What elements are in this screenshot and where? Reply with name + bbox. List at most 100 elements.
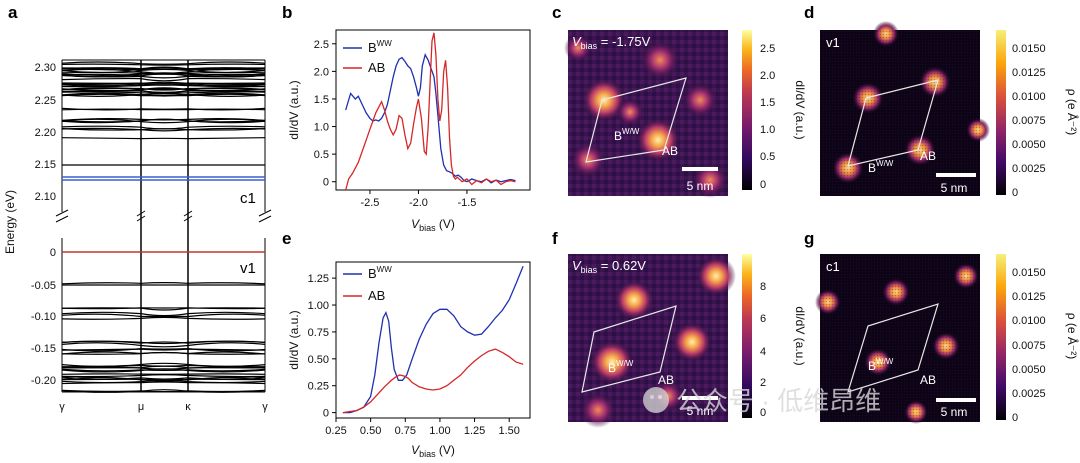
xtick-gamma-end: γ	[262, 401, 268, 413]
band-line	[61, 282, 266, 285]
cbar-tick: 1.0	[760, 124, 775, 136]
ytick: -0.10	[31, 311, 56, 323]
legend-label-bww: BWW	[368, 39, 392, 55]
panel-a-band-c1	[62, 176, 265, 181]
band-line	[61, 118, 266, 124]
cbar-tick: 0.0125	[1012, 67, 1046, 79]
panel-b-ticks: -2.5 -2.0 -1.5 0 0.5 1.0 1.5 2.0 2.5	[314, 39, 477, 209]
xtick-label: 1.50	[499, 425, 520, 437]
ytick-label: 2.0	[314, 66, 329, 78]
xtick-gamma: γ	[59, 401, 65, 413]
band-line	[61, 63, 266, 66]
panel-a-bands-upper	[61, 61, 266, 166]
panel-label-c: c	[552, 3, 561, 22]
panel-b-plot	[345, 32, 516, 190]
panel-d-blobs	[820, 21, 990, 196]
panel-b-xlabel: Vbias (V)	[411, 217, 455, 233]
panel-b-legend: BWW AB	[343, 39, 392, 75]
cbar-tick: 0.0100	[1012, 91, 1046, 103]
panel-d-scalebar-label: 5 nm	[941, 181, 968, 195]
ytick-label: 0.75	[308, 327, 329, 339]
panel-g-bww-label: BW/W	[868, 357, 894, 373]
panel-g-cbar-label: ρ (e Å⁻²)	[1065, 313, 1080, 360]
ytick: 0	[50, 247, 56, 259]
cbar-tick: 0	[1012, 187, 1018, 199]
panel-c-scalebar-label: 5 nm	[687, 179, 714, 193]
band-line	[61, 307, 266, 311]
cbar-tick: 6	[760, 313, 766, 325]
map-spot	[696, 256, 736, 296]
band-line	[61, 307, 266, 310]
ytick: 2.10	[35, 191, 56, 203]
band-line	[61, 83, 266, 86]
wechat-icon-eye	[658, 395, 662, 399]
panel-f-cbar-label: dI/dV (a.u.)	[793, 306, 807, 365]
band-line	[61, 137, 266, 140]
panel-e-ticks: 0.25 0.50 0.75 1.00 1.25 1.50 0 0.25 0.50 0.75 1.0…	[308, 273, 520, 437]
ytick: 2.25	[35, 95, 56, 107]
panel-c-cbar-ticks: 2.5 2.0 1.5 1.0 0.5 0	[760, 43, 775, 191]
density-lattice	[820, 254, 980, 422]
panel-label-a: a	[8, 3, 18, 22]
band-line	[61, 87, 266, 92]
panel-a-bands-lower	[61, 282, 266, 393]
series-line-1	[342, 348, 524, 414]
cbar-tick: 0.0025	[1012, 163, 1046, 175]
panel-e-frame	[335, 261, 531, 419]
band-line	[61, 67, 266, 71]
band-line	[61, 87, 266, 91]
xtick-label: 0.50	[360, 425, 381, 437]
panel-f-vbias: Vbias = 0.62V	[572, 258, 646, 275]
ytick-label: 0.25	[308, 381, 329, 393]
band-line	[61, 368, 266, 372]
panel-a-yticks-lower: 0 -0.05 -0.10 -0.15 -0.20	[31, 247, 56, 387]
cbar-tick: 0.0075	[1012, 340, 1046, 352]
cbar-tick: 2.5	[760, 43, 775, 55]
panel-c: c Vbias = -1.75V BW/W AB 5 nm 2.5 2.0 1.…	[552, 3, 807, 198]
panel-e-plot	[342, 266, 524, 414]
cbar-tick: 0	[760, 407, 766, 419]
panel-g-ab-label: AB	[920, 373, 936, 387]
map-spot	[590, 340, 634, 384]
panel-d-unit-cell	[847, 79, 939, 167]
cbar-tick: 0.0025	[1012, 388, 1046, 400]
panel-label-e: e	[282, 229, 291, 248]
band-line	[61, 92, 266, 96]
panel-f-unit-cell	[581, 305, 677, 393]
band-line	[61, 127, 266, 132]
panel-e: e 0.25 0.50 0.75 1.00 1.25 1.50 0 0.25 0.50 0.75 1…	[282, 229, 531, 459]
ytick-label: 0.5	[314, 149, 329, 161]
series-line-0	[345, 53, 516, 184]
ytick-label: 1.00	[308, 300, 329, 312]
band-line	[61, 368, 266, 373]
legend-label-bww: BWW	[368, 265, 392, 281]
wechat-icon-eye	[650, 395, 654, 399]
xtick-label: -1.5	[457, 197, 476, 209]
panel-a-kpoint-lines	[140, 60, 189, 392]
panel-a-ylabel: Energy (eV)	[3, 190, 17, 254]
band-line	[61, 351, 266, 355]
ytick: -0.05	[31, 280, 56, 292]
band-line	[61, 313, 266, 318]
panel-g-blobs	[815, 254, 980, 424]
band-line	[61, 364, 266, 368]
xtick-label: 0.75	[395, 425, 416, 437]
xtick-label: -2.0	[409, 197, 428, 209]
cbar-tick: 0.0100	[1012, 315, 1046, 327]
map-spot	[614, 280, 654, 320]
panel-f-cbar-ticks: 8 6 4 2 0	[760, 281, 766, 419]
panel-f-colorbar	[742, 254, 752, 418]
band-line	[61, 84, 266, 87]
panel-b: b -2.5 -2.0 -1.5 0 0.5 1.0 1.5 2.0 2.5 dI/dV (a.…	[282, 3, 531, 233]
ytick: -0.20	[31, 375, 56, 387]
cbar-tick: 0.0125	[1012, 291, 1046, 303]
cbar-tick: 0.0150	[1012, 267, 1046, 279]
panel-c-cbar-label: dI/dV (a.u.)	[793, 80, 807, 139]
xtick-kappa: κ	[185, 401, 191, 413]
xtick-label: 0.25	[325, 425, 346, 437]
panel-a: a Energy (eV) c1 v1 2.30 2.2	[3, 3, 272, 413]
map-spot	[672, 322, 712, 362]
band-line	[61, 61, 266, 65]
panel-g-unit-cell	[847, 303, 939, 393]
legend-label-ab: AB	[368, 60, 385, 75]
